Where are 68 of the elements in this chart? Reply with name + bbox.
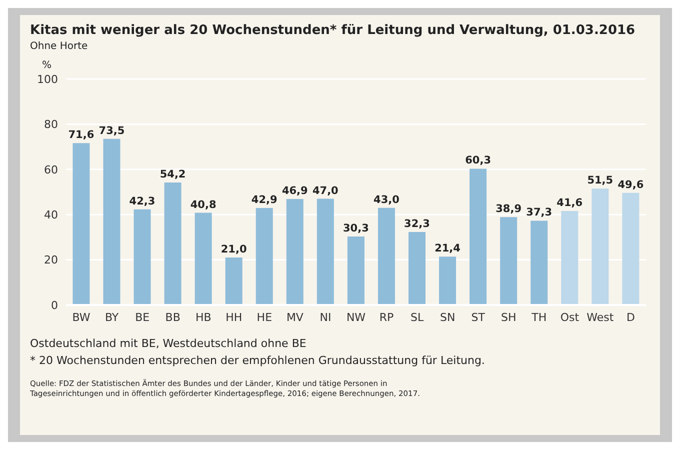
y-axis-title: % [42,60,53,71]
bar [103,138,120,305]
text: Ostdeutschland mit BE, Westdeutschland ohne BE [30,337,308,350]
text: * 20 Wochenstunden entsprechen der empfohlenen Grundausstattung für Leitung. [30,354,486,367]
bar [470,168,487,305]
x-tick-label: Ost [560,310,580,324]
data-label: 41,6 [556,196,583,209]
bar [561,210,578,305]
data-label: 71,6 [68,129,94,142]
bar [439,256,456,305]
bar [408,232,426,305]
data-label: 32,3 [404,218,430,230]
x-tick-label: MV [286,310,304,324]
x-tick-label: BY [104,310,119,324]
data-label: 21,4 [434,242,460,255]
bar [225,258,242,305]
data-label: 60,3 [465,154,492,167]
y-tick-label: 100 [37,72,58,86]
x-tick-label: West [586,310,614,324]
y-tick-label: 0 [51,298,58,312]
data-label: 73,5 [98,124,125,137]
data-label: 43,0 [374,194,400,206]
y-tick-label: 40 [44,208,58,222]
x-tick-label: BE [135,310,150,324]
data-label: 49,6 [618,178,644,191]
data-label: 47,0 [312,184,338,197]
chart-subtitle: Ohne Horte [30,41,89,52]
data-label: 42,3 [129,195,156,208]
x-tick-label: D [626,310,635,324]
y-tick-label: 80 [44,118,58,132]
data-label: 40,8 [190,198,216,211]
x-tick-label: ST [471,310,486,324]
data-label: 51,5 [587,174,614,187]
bar [500,217,518,305]
data-label: 38,9 [496,203,522,216]
x-tick-label: TH [530,310,547,324]
bar [134,209,151,305]
bar [256,208,273,305]
data-label: 42,9 [251,194,278,206]
bar [347,236,364,305]
x-tick-label: SH [501,310,516,324]
x-tick-label: NW [346,310,366,324]
data-label: 54,2 [160,168,186,181]
x-tick-label: HB [195,310,212,324]
data-label: 37,3 [526,206,552,219]
x-tick-label: HE [256,310,272,324]
bar [592,188,609,305]
x-tick-label: BW [72,310,90,324]
bar [72,143,90,305]
x-tick-label: NI [320,310,332,324]
bar [286,199,304,305]
x-tick-label: BB [165,310,180,324]
data-label: 30,3 [342,222,369,235]
bar [194,212,212,305]
data-label: 46,9 [282,185,308,198]
bar [530,220,548,305]
bar [378,208,395,305]
x-tick-label: HH [226,310,242,324]
chart-title: Kitas mit weniger als 20 Wochenstunden* für Leitung und Verwaltung, 01.03.2016 [30,23,636,38]
y-tick-label: 20 [44,254,58,267]
bar [316,198,334,305]
x-tick-label: SN [440,310,456,324]
x-tick-label: SL [410,310,424,324]
x-tick-label: RP [379,310,394,324]
bar [164,182,182,305]
y-tick-label: 60 [44,163,58,176]
data-label: 21,0 [220,244,247,256]
bar [622,192,640,305]
